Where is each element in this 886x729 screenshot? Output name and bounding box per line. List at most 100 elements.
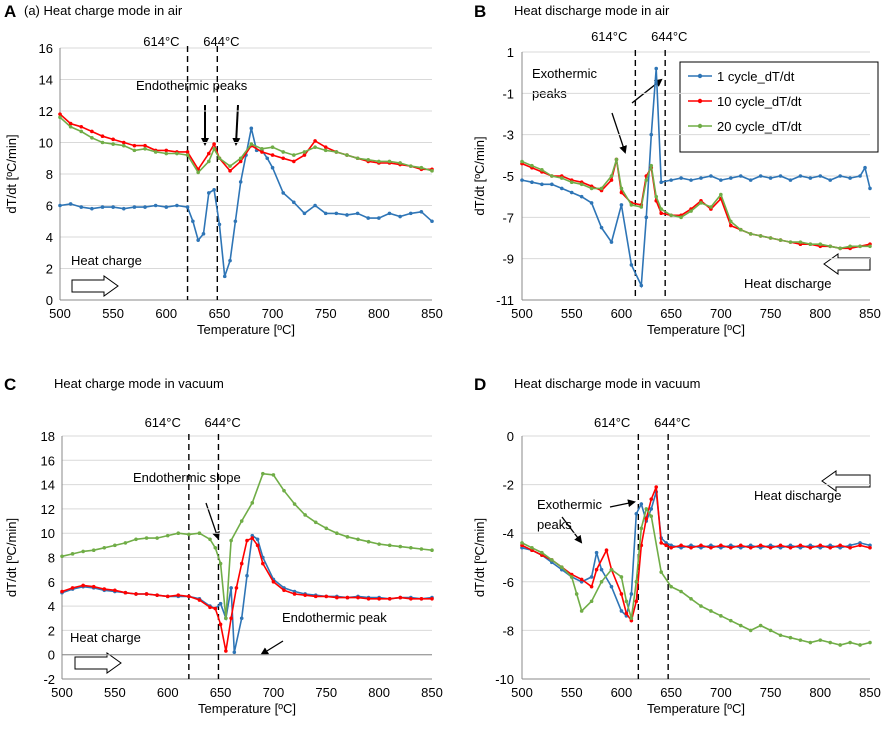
- legend-label-3: 20 cycle_dT/dt: [717, 119, 802, 134]
- data-point: [654, 194, 659, 199]
- data-point: [709, 205, 713, 209]
- y-axis-label: dT/dt [ºC/min]: [4, 134, 19, 213]
- data-point: [589, 186, 594, 191]
- data-point: [208, 537, 212, 542]
- data-point: [639, 283, 644, 288]
- data-point: [719, 614, 723, 618]
- data-point: [335, 595, 339, 600]
- data-point: [619, 186, 624, 191]
- data-point: [196, 170, 200, 175]
- temperature-marker-label: 614°C: [143, 34, 179, 49]
- y-tick-label: 0: [46, 293, 53, 308]
- data-point: [419, 210, 424, 214]
- data-point: [828, 244, 833, 249]
- data-point: [212, 187, 216, 192]
- data-point: [90, 135, 94, 140]
- data-point: [238, 156, 243, 161]
- data-point: [709, 174, 713, 178]
- data-point: [234, 586, 239, 590]
- y-axis-label: dT/dt [ºC/min]: [472, 136, 487, 215]
- data-point: [778, 238, 783, 242]
- x-tick-label: 700: [710, 685, 732, 700]
- data-point: [228, 169, 232, 173]
- data-point: [838, 246, 842, 251]
- data-point: [624, 611, 629, 616]
- data-point: [848, 176, 852, 180]
- data-point: [60, 554, 64, 559]
- data-point: [778, 174, 783, 178]
- data-point: [430, 597, 434, 601]
- data-point: [629, 592, 634, 596]
- data-point: [594, 567, 599, 572]
- data-point: [559, 176, 564, 180]
- data-point: [748, 545, 753, 550]
- data-point: [111, 205, 115, 209]
- y-tick-label: -8: [502, 623, 514, 638]
- data-point: [408, 211, 413, 216]
- data-point: [255, 543, 260, 548]
- annotation-exothermic-b-1: Exothermic: [532, 66, 598, 81]
- data-point: [624, 599, 629, 604]
- legend-box: [679, 61, 879, 153]
- data-point: [768, 236, 773, 240]
- data-point: [281, 150, 286, 154]
- data-point: [387, 211, 392, 216]
- data-point: [758, 234, 763, 238]
- title-a: (a) Heat charge mode in air: [24, 3, 183, 18]
- data-point: [520, 178, 524, 182]
- data-point: [100, 134, 105, 138]
- data-point: [323, 145, 328, 150]
- data-point: [430, 219, 434, 224]
- y-tick-label: 0: [48, 648, 55, 663]
- temperature-marker-label: 614°C: [594, 415, 630, 430]
- annotation-endothermic-peak: Endothermic peak: [282, 610, 387, 625]
- x-tick-label: 700: [263, 685, 285, 700]
- data-point: [729, 176, 733, 180]
- x-tick-label: 550: [561, 306, 583, 321]
- x-tick-label: 850: [421, 685, 443, 700]
- data-point: [208, 605, 212, 610]
- data-point: [629, 203, 634, 207]
- data-point: [111, 137, 115, 142]
- arrow-d1: [561, 516, 583, 544]
- series-line: [521, 159, 871, 250]
- annotation-exothermic-d-2: peaks: [537, 517, 572, 532]
- data-point: [398, 214, 402, 219]
- data-point: [848, 244, 852, 249]
- data-point: [798, 638, 803, 642]
- data-point: [334, 150, 339, 154]
- data-point: [113, 588, 117, 593]
- series-line: [61, 472, 433, 619]
- data-point: [659, 570, 663, 574]
- data-point: [848, 545, 852, 550]
- annotation-heat-charge-a: Heat charge: [71, 253, 142, 268]
- data-point: [644, 178, 649, 182]
- data-point: [260, 150, 264, 154]
- data-point: [748, 628, 753, 633]
- data-point: [155, 593, 159, 597]
- data-point: [729, 618, 733, 623]
- series-line: [521, 159, 870, 250]
- data-point: [639, 205, 644, 209]
- temperature-marker-label: 644°C: [203, 34, 239, 49]
- data-point: [589, 584, 594, 589]
- x-tick-label: 500: [51, 685, 73, 700]
- y-tick-label: -11: [496, 293, 514, 308]
- data-point: [679, 215, 683, 220]
- data-point: [858, 643, 862, 647]
- data-point: [589, 575, 594, 579]
- legend-marker-2: [697, 98, 703, 104]
- annotation-heat-discharge-b: Heat discharge: [744, 276, 831, 291]
- data-point: [233, 219, 238, 224]
- data-point: [659, 207, 663, 211]
- data-point: [619, 190, 624, 195]
- data-point: [559, 565, 564, 570]
- data-point: [91, 584, 96, 589]
- data-point: [594, 550, 599, 555]
- data-point: [303, 513, 307, 517]
- y-tick-label: -10: [495, 672, 514, 687]
- legend-label-2: 10 cycle_dT/dt: [717, 94, 802, 109]
- data-point: [689, 545, 693, 550]
- data-point: [377, 597, 381, 601]
- panel-letter-b: B: [474, 2, 486, 21]
